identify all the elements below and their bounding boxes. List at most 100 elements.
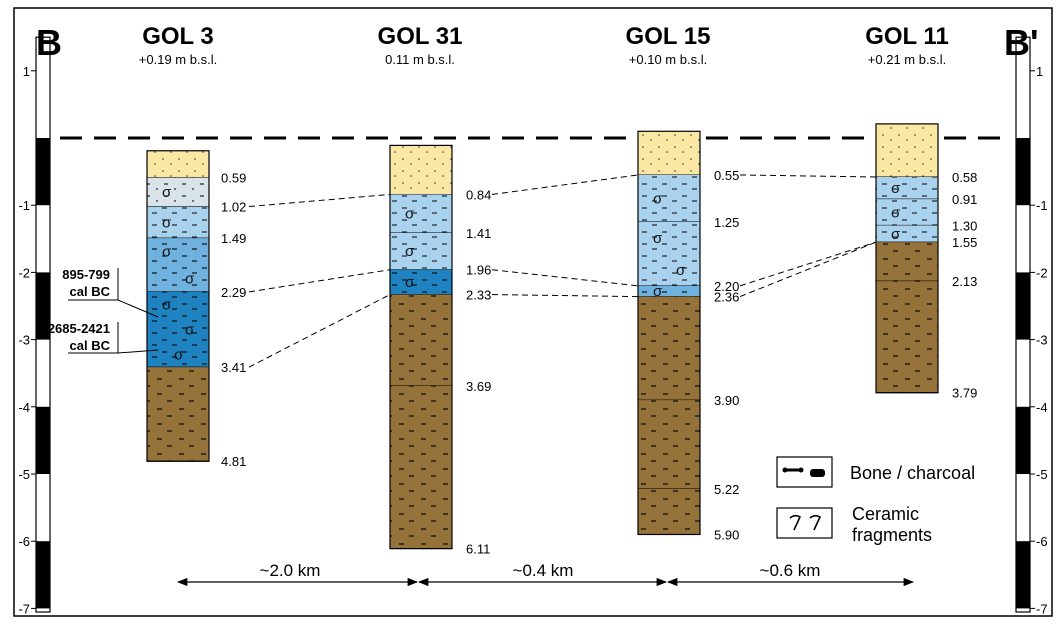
date-1-line1: 895-799 [62,267,110,282]
scale-tick-label: -6 [1036,534,1048,549]
scale-tick-label: -2 [1036,265,1048,280]
depth-label: 0.84 [466,187,491,202]
correlation-line [491,294,639,298]
shell-symbol: σ [891,226,901,243]
correlation-line [248,294,391,368]
shell-symbol: σ [162,296,172,313]
core-layer-brown [638,296,700,401]
depth-label: 2.33 [466,288,491,303]
core-layer-dark [390,269,452,295]
distance-label-2: ~0.4 km [513,561,574,580]
depth-label: 6.11 [466,542,490,557]
legend-ceramic-box [776,507,833,539]
core-outline [637,130,701,536]
correlation-line [739,241,877,287]
core-name: GOL 15 [626,23,711,50]
legend-ceramic-label-1: Ceramic [852,504,919,524]
depth-label: 5.22 [714,482,739,497]
core-layer-brown [147,367,209,462]
correlation-line [248,193,391,208]
depth-label: 0.58 [952,170,977,185]
legend-bone-label: Bone / charcoal [850,463,975,483]
core-gol11: GOL 11+0.21 m b.s.l.σσσ0.580.911.301.552… [865,23,977,401]
core-layer-brown [638,400,700,489]
depth-label: 0.59 [221,171,246,186]
distance-label-1: ~2.0 km [260,561,321,580]
core-columns: GOL 3+0.19 m b.s.l.σσσσσσσ0.591.021.492.… [139,23,978,557]
core-elevation: +0.19 m b.s.l. [139,52,217,67]
scale-segment [1016,406,1030,474]
scale-tick-label: -4 [1036,400,1048,415]
core-layer-sand [876,123,938,177]
scale-tick-label: -3 [18,333,30,348]
scale-tick-label: -7 [1036,601,1048,616]
depth-label: 3.41 [221,360,246,375]
depth-scale-right: 1 -1 -2 -3 -4 -5 -6 -7 [1015,36,1048,616]
core-layer-light [638,222,700,286]
shell-symbol: σ [405,274,415,291]
scale-tick-label: -3 [1036,333,1048,348]
legend-ceramic-label-2: fragments [852,525,932,545]
depth-label: 1.41 [466,226,491,241]
depth-label: 0.91 [952,192,977,207]
core-layer-brown [876,281,938,393]
scale-segment [36,138,50,206]
shell-symbol: σ [185,322,195,339]
correlation-line [491,269,639,287]
depth-label: 1.55 [952,235,977,250]
scale-segment [36,406,50,474]
section-start-label: B [36,22,62,63]
core-layer-light [876,199,938,226]
depth-label: 1.49 [221,231,246,246]
core-layer-light [390,232,452,270]
core-elevation: +0.21 m b.s.l. [868,52,946,67]
depth-label: 3.79 [952,386,977,401]
depth-label: 1.96 [466,263,491,278]
scale-tick-label: 1 [1036,64,1043,79]
date-1-line2: cal BC [70,284,111,299]
scale-tick-label: -6 [18,534,30,549]
depth-label: 4.81 [221,454,246,469]
core-layer-dark [147,291,209,368]
correlation-line [739,241,877,298]
core-gol15: GOL 15+0.10 m b.s.l.σσσσ0.551.252.202.36… [626,23,740,542]
core-layer-sand [638,131,700,175]
date-2685-2421: 2685-2421 cal BC [48,321,159,354]
scale-segment [1016,138,1030,206]
shell-symbol: σ [891,180,901,197]
core-gol3: GOL 3+0.19 m b.s.l.σσσσσσσ0.591.021.492.… [139,23,247,469]
core-outline [875,123,939,394]
legend: Bone / charcoal Ceramic fragments [776,456,975,545]
depth-label: 3.69 [466,379,491,394]
shell-symbol: σ [653,230,663,247]
bone-charcoal-icon [782,467,825,477]
depth-label: 1.25 [714,215,739,230]
core-name: GOL 3 [142,23,214,50]
shell-symbol: σ [676,262,686,279]
shell-symbol: σ [174,347,184,364]
core-elevation: 0.11 m b.s.l. [385,52,455,67]
depth-label: 0.55 [714,168,739,183]
core-elevation: +0.10 m b.s.l. [629,52,707,67]
scale-segment [36,541,50,609]
depth-label: 2.29 [221,285,246,300]
distance-gol31-gol15: ~0.4 km [417,561,668,587]
scale-tick-label: -4 [18,400,30,415]
shell-symbol: σ [162,214,172,231]
shell-symbol: σ [653,190,663,207]
date-895-799: 895-799 cal BC [62,267,159,318]
depth-label: 2.36 [714,290,739,305]
core-name: GOL 11 [865,23,949,50]
ceramic-fragments-icon [789,514,822,531]
correlation-lines [248,174,877,368]
core-layer-brown [638,488,700,535]
scale-segment [1016,541,1030,609]
scale-tick-label: -2 [18,265,30,280]
depth-label: 3.90 [714,393,739,408]
scale-tick-label: 1 [23,64,30,79]
core-layer-mid [147,238,209,292]
core-layer-mid [638,285,700,297]
depth-label: 2.20 [714,279,739,294]
scale-tick-label: -5 [18,467,30,482]
